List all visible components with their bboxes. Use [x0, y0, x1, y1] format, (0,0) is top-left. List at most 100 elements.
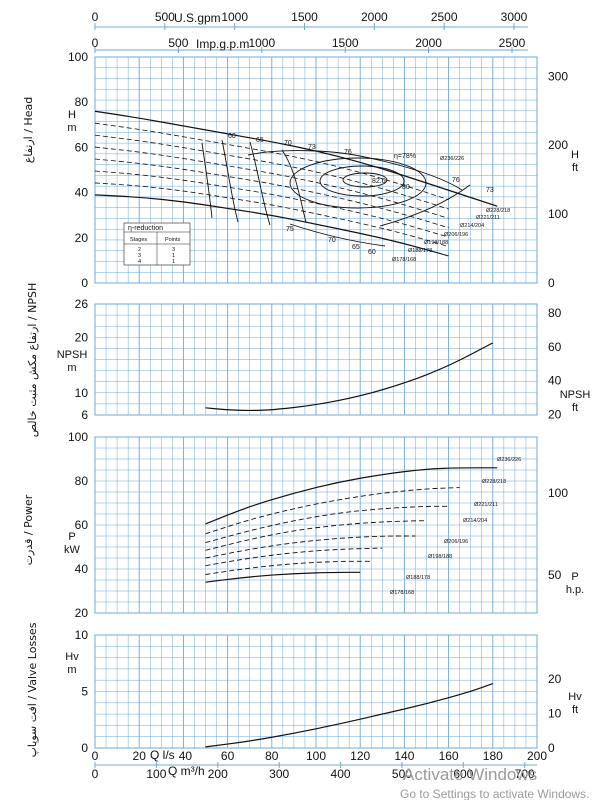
imp-gpm-tick-label: 1500: [332, 36, 359, 50]
left-tick-label: 20: [75, 330, 89, 344]
eff-label: 75: [286, 226, 294, 233]
left-unit-label: Hv: [65, 651, 79, 663]
right-unit-label: ft: [572, 162, 578, 174]
right-tick-label: 20: [548, 407, 562, 421]
efficiency-contour-70: [249, 141, 271, 226]
m3h-tick-label: 200: [208, 767, 228, 781]
right-unit-label: H: [571, 149, 579, 161]
ls-tick-label: 120: [350, 749, 370, 763]
left-tick-label: 100: [68, 430, 88, 444]
left-unit-label: m: [67, 122, 76, 134]
left-tick-label: 10: [75, 628, 89, 642]
power-curve-Ø188/178: [205, 560, 372, 575]
power-curve-Ø228/218: [205, 487, 460, 535]
impeller-label: Ø178/168: [390, 590, 414, 596]
activate-windows-watermark-sub: Go to Settings to activate Windows.: [400, 787, 589, 800]
eta-table-cell: 2: [138, 247, 141, 253]
impeller-labels-head: Ø236/226 Ø228/218 Ø221/211 Ø214/204 Ø206…: [392, 156, 510, 263]
imp-gpm-tick-label: 2000: [415, 36, 442, 50]
efficiency-contour-65: [221, 139, 239, 223]
efficiency-contour-82-6: [342, 172, 388, 188]
eff-label: 70: [328, 237, 336, 244]
eta-table-cell: 4: [138, 259, 141, 265]
head-curve-intermediate: [94, 122, 449, 201]
head-curve-intermediate: [94, 158, 449, 229]
head-curve-intermediate: [94, 182, 449, 247]
right-unit-label: h.p.: [566, 584, 584, 596]
power-curve-Ø221/211: [205, 505, 449, 544]
m3h-tick-label: 500: [392, 767, 412, 781]
eff-label: 73: [308, 144, 316, 151]
right-tick-label: 80: [548, 306, 562, 320]
left-tick-label: 20: [75, 231, 89, 245]
m3h-tick-label: 600: [453, 767, 473, 781]
ls-tick-label: 100: [306, 749, 326, 763]
imp-gpm-tick-label: 2500: [499, 36, 526, 50]
m3h-tick-label: 0: [92, 767, 99, 781]
grid-layer: [94, 23, 538, 768]
head-panel-title: ارتفاع / Head: [22, 97, 35, 163]
right-tick-label: 10: [548, 707, 562, 721]
eff-label: 70: [284, 140, 292, 147]
impeller-label: Ø188/178: [408, 248, 432, 254]
head-curve-intermediate: [94, 134, 449, 210]
right-unit-label: ft: [572, 402, 578, 414]
us-gpm-tick-label: 2500: [431, 10, 458, 24]
eta-table-cell: 3: [138, 253, 141, 259]
m3h-tick-label: 100: [146, 767, 166, 781]
eta-table-title: η-reduction: [128, 225, 163, 232]
left-tick-label: 6: [81, 408, 88, 422]
ls-unit: Q l/s: [150, 748, 175, 762]
left-tick-label: 0: [81, 276, 88, 290]
eta-table-cell: 3: [172, 247, 175, 253]
right-unit-label: P: [571, 571, 578, 583]
right-tick-label: 100: [548, 207, 568, 221]
eff-label: 65: [256, 137, 264, 144]
ls-tick-label: 20: [133, 749, 147, 763]
right-tick-label: 0: [548, 276, 555, 290]
impeller-label: Ø214/204: [463, 518, 487, 524]
efficiency-contour-78: [289, 157, 427, 209]
ls-tick-label: 140: [394, 749, 414, 763]
eff-label: 76: [452, 177, 460, 184]
head-curve-intermediate: [94, 146, 449, 219]
power-panel-title: قدرت / Power: [22, 494, 35, 565]
us-gpm-tick-label: 1500: [291, 10, 318, 24]
right-unit-label: Hv: [568, 691, 582, 703]
right-tick-label: 50: [548, 568, 562, 582]
eff-label: 80: [402, 184, 410, 191]
right-unit-label: NPSH: [560, 389, 591, 401]
ls-tick-label: 200: [527, 749, 547, 763]
us-gpm-tick-label: 2000: [361, 10, 388, 24]
left-tick-label: 100: [68, 50, 88, 64]
impeller-label: Ø188/178: [406, 575, 430, 581]
impeller-label: Ø236/226: [497, 457, 521, 463]
m3h-tick-label: 700: [515, 767, 535, 781]
ls-tick-label: 60: [221, 749, 235, 763]
impeller-label: Ø221/211: [474, 502, 498, 508]
efficiency-labels: 60 65 70 73 76 η=78% 80 82.6 76 73 75 70…: [228, 133, 494, 256]
valve-curve-main: [205, 683, 494, 748]
imp-gpm-tick-label: 1000: [248, 36, 275, 50]
head-curve-Ø178/168: [94, 194, 449, 257]
m3h-tick-label: 400: [331, 767, 351, 781]
ls-tick-label: 160: [439, 749, 459, 763]
impeller-label: Ø228/218: [482, 479, 506, 485]
left-tick-label: 60: [75, 518, 89, 532]
impeller-label: Ø206/196: [444, 232, 468, 238]
us-gpm-tick-label: 0: [92, 10, 99, 24]
right-unit-label: ft: [572, 704, 578, 716]
efficiency-contour-73: [281, 149, 471, 227]
efficiency-contour-76: [247, 150, 463, 191]
efficiency-contour-lower: [289, 223, 386, 247]
efficiency-contour-80: [319, 165, 405, 197]
impeller-label: Ø198/188: [428, 554, 452, 560]
ls-tick-label: 40: [179, 749, 193, 763]
left-unit-label: H: [68, 109, 76, 121]
eff-label: 65: [352, 244, 360, 251]
head-curve-Ø236/226: [94, 110, 498, 207]
left-tick-label: 26: [75, 297, 89, 311]
